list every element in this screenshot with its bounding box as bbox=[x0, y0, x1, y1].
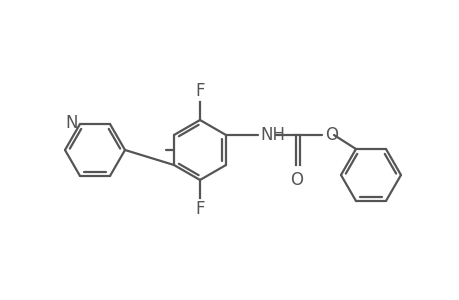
Text: F: F bbox=[195, 200, 204, 218]
Text: N: N bbox=[65, 114, 78, 132]
Text: NH: NH bbox=[259, 126, 285, 144]
Text: O: O bbox=[324, 126, 337, 144]
Text: O: O bbox=[290, 171, 303, 189]
Text: F: F bbox=[195, 82, 204, 100]
